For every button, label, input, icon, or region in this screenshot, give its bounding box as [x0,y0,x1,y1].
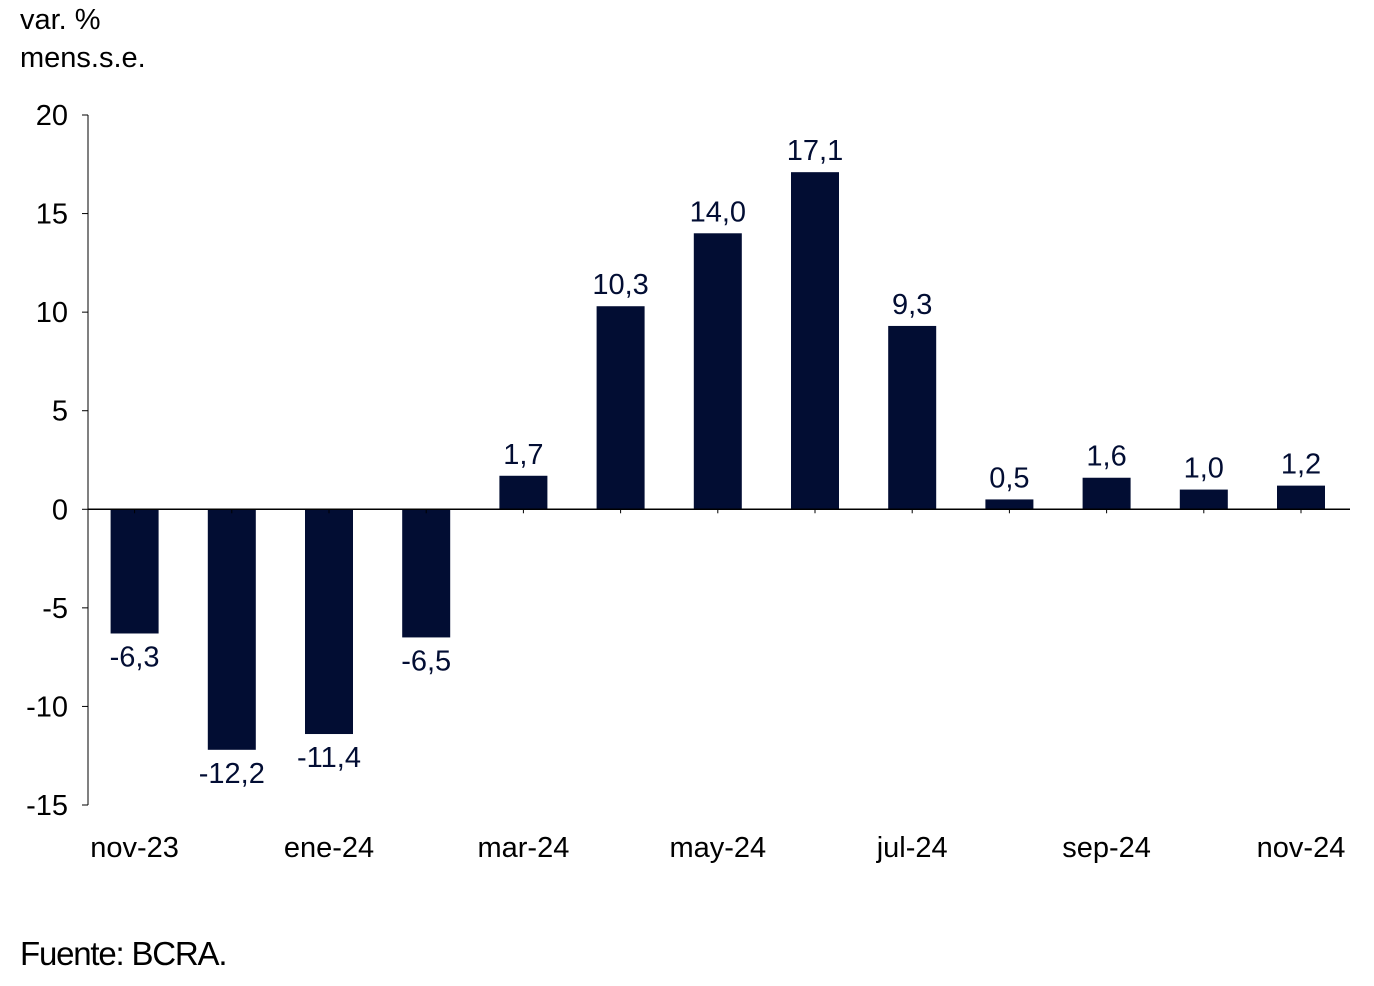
data-label-ene-24: -11,4 [297,742,361,774]
y-tick-label: -5 [42,593,68,625]
source-note: Fuente: BCRA. [20,935,228,972]
bar-abr-24 [596,306,645,510]
y-axis-label-line-1: var. % [20,4,101,36]
bar-jun-24 [791,172,839,510]
y-tick-label: 20 [36,100,68,132]
bar-nov-24 [1277,485,1325,510]
data-label-jul-24: 9,3 [892,289,932,321]
bar-sep-24 [1082,477,1131,510]
bar-chart: 20 15 10 5 0 -5 -10 -15 -6,3 nov-23 -12,2 -11,4 ene-… [26,100,1350,864]
bar-may-24 [693,233,742,510]
x-tick-label-jul-24: jul-24 [876,832,948,864]
y-tick-label: 15 [36,199,68,231]
bar-dic-23 [207,509,256,750]
data-label-feb-24: -6,5 [401,645,451,677]
data-label-ago-24: 0,5 [989,462,1029,494]
x-tick-label-ene-24: ene-24 [284,832,374,864]
bar-jul-24 [888,325,937,510]
data-label-jun-24: 17,1 [787,135,843,167]
data-label-oct-24: 1,0 [1184,453,1224,485]
data-label-abr-24: 10,3 [592,269,648,301]
data-label-mar-24: 1,7 [503,439,543,471]
bar-mar-24 [499,475,548,510]
y-tick-label: -10 [26,691,68,723]
y-tick-label: 5 [52,396,68,428]
x-tick-label-mar-24: mar-24 [477,832,569,864]
y-tick-label: -15 [26,790,68,822]
x-tick-label-nov-24: nov-24 [1257,832,1346,864]
x-tick-label-nov-23: nov-23 [90,832,179,864]
y-axis-label-line-2: mens.s.e. [20,42,146,74]
data-label-sep-24: 1,6 [1086,441,1126,473]
bar-ago-24 [985,499,1034,510]
bar-oct-24 [1179,489,1228,510]
x-tick-label-sep-24: sep-24 [1062,832,1151,864]
data-label-nov-23: -6,3 [110,641,160,673]
bar-nov-23 [110,509,159,634]
x-tick-label-may-24: may-24 [669,832,766,864]
bar-feb-24 [402,509,451,638]
data-label-dic-23: -12,2 [199,758,265,790]
y-tick-label: 10 [36,297,68,329]
bar-ene-24 [305,509,353,735]
data-label-may-24: 14,0 [690,196,746,228]
y-tick-label: 0 [52,494,68,526]
data-label-nov-24: 1,2 [1281,449,1321,481]
